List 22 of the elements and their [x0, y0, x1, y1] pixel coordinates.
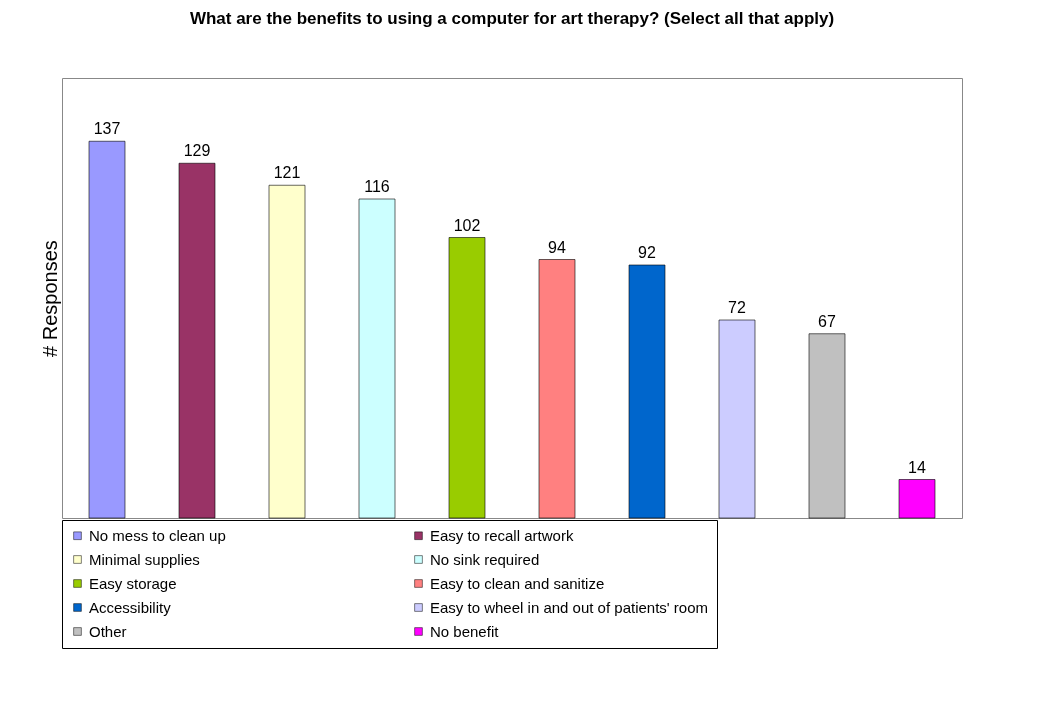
y-axis-title: # Responses — [38, 240, 61, 357]
legend-label: Other — [89, 622, 127, 640]
data-label: 14 — [908, 458, 926, 476]
legend-label: Easy to recall artwork — [430, 526, 574, 544]
legend-label: Accessibility — [89, 598, 172, 616]
legend-label: No mess to clean up — [89, 526, 226, 544]
data-label: 92 — [638, 244, 656, 261]
legend-label: Easy to wheel in and out of patients' room — [430, 598, 709, 616]
data-label: 102 — [453, 216, 481, 234]
legend-label: No sink required — [430, 550, 540, 568]
legend-label: Minimal supplies — [89, 550, 200, 568]
data-label: 116 — [364, 178, 390, 195]
legend-label: Easy to clean and sanitize — [430, 574, 605, 592]
data-label: 121 — [273, 164, 301, 182]
data-label: 72 — [728, 299, 746, 316]
data-label: 129 — [183, 142, 211, 160]
data-label: 94 — [548, 238, 566, 256]
chart-title: What are the benefits to using a computer for art therapy? (Select all that apply) — [189, 9, 835, 28]
legend-label: No benefit — [430, 622, 500, 640]
data-label: 137 — [93, 120, 121, 138]
data-label: 67 — [818, 312, 836, 330]
legend-label: Easy storage — [89, 574, 177, 592]
